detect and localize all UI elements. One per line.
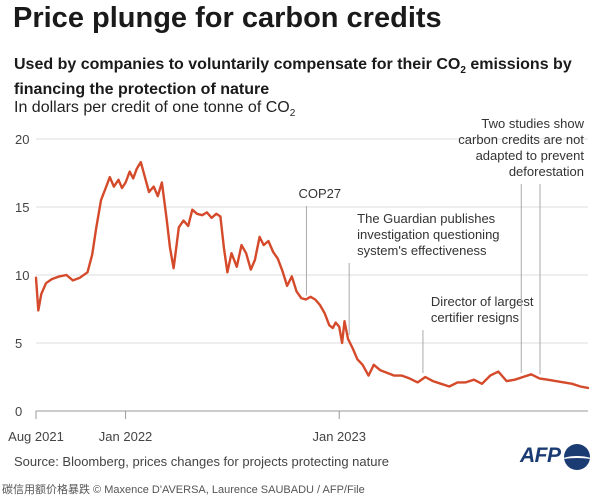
chart-title: Price plunge for carbon credits — [13, 2, 442, 34]
y-tick-label: 0 — [15, 404, 22, 419]
y-tick-label: 10 — [15, 268, 29, 283]
y-tick-label: 15 — [15, 200, 29, 215]
annotation-label: investigation questioning — [357, 227, 499, 242]
annotation-label: COP27 — [298, 186, 341, 201]
axis-layer: 0 5 10 15 20 Aug 2021 Jan 2022 Jan 2023 — [8, 132, 588, 444]
source-note: Source: Bloomberg, prices changes for pr… — [14, 454, 390, 469]
annotation-label: The Guardian publishes — [357, 211, 496, 226]
afp-globe-icon — [564, 444, 590, 470]
afp-logo: AFP — [520, 443, 592, 473]
annotation-label: system's effectiveness — [357, 243, 487, 258]
x-tick-label: Aug 2021 — [8, 429, 64, 444]
x-tick-label: Jan 2023 — [312, 429, 366, 444]
y-unit-label: In dollars per credit of one tonne of CO… — [14, 99, 295, 119]
annotation-label: carbon credits are not — [458, 132, 584, 147]
photo-credit: 碳信用额价格暴跌 © Maxence D'AVERSA, Laurence SA… — [2, 484, 365, 496]
price-series-line — [34, 160, 590, 390]
subtitle-text-end: emissions by financing the protection of… — [14, 56, 572, 99]
unit-subscript: 2 — [289, 108, 296, 120]
annotation-label: certifier resigns — [431, 310, 520, 325]
subtitle-text: Used by companies to voluntarily compens… — [14, 56, 461, 73]
y-tick-label: 20 — [15, 132, 29, 147]
annotation-label: Two studies show — [481, 116, 584, 131]
annotation-layer: COP27 The Guardian publishesinvestigation… — [298, 116, 585, 375]
subtitle-subscript: 2 — [460, 65, 466, 77]
annotation-label: deforestation — [509, 164, 584, 179]
annotation-label: adapted to prevent — [476, 148, 585, 163]
afp-logo-text: AFP — [520, 444, 561, 467]
annotation-label: Director of largest — [431, 294, 534, 309]
chart-subtitle: Used by companies to voluntarily compens… — [14, 55, 594, 99]
grid-layer — [36, 138, 588, 344]
y-tick-label: 5 — [15, 336, 22, 351]
series-layer — [34, 160, 590, 390]
unit-text: In dollars per credit of one tonne of CO — [14, 99, 290, 116]
x-tick-label: Jan 2022 — [99, 429, 153, 444]
